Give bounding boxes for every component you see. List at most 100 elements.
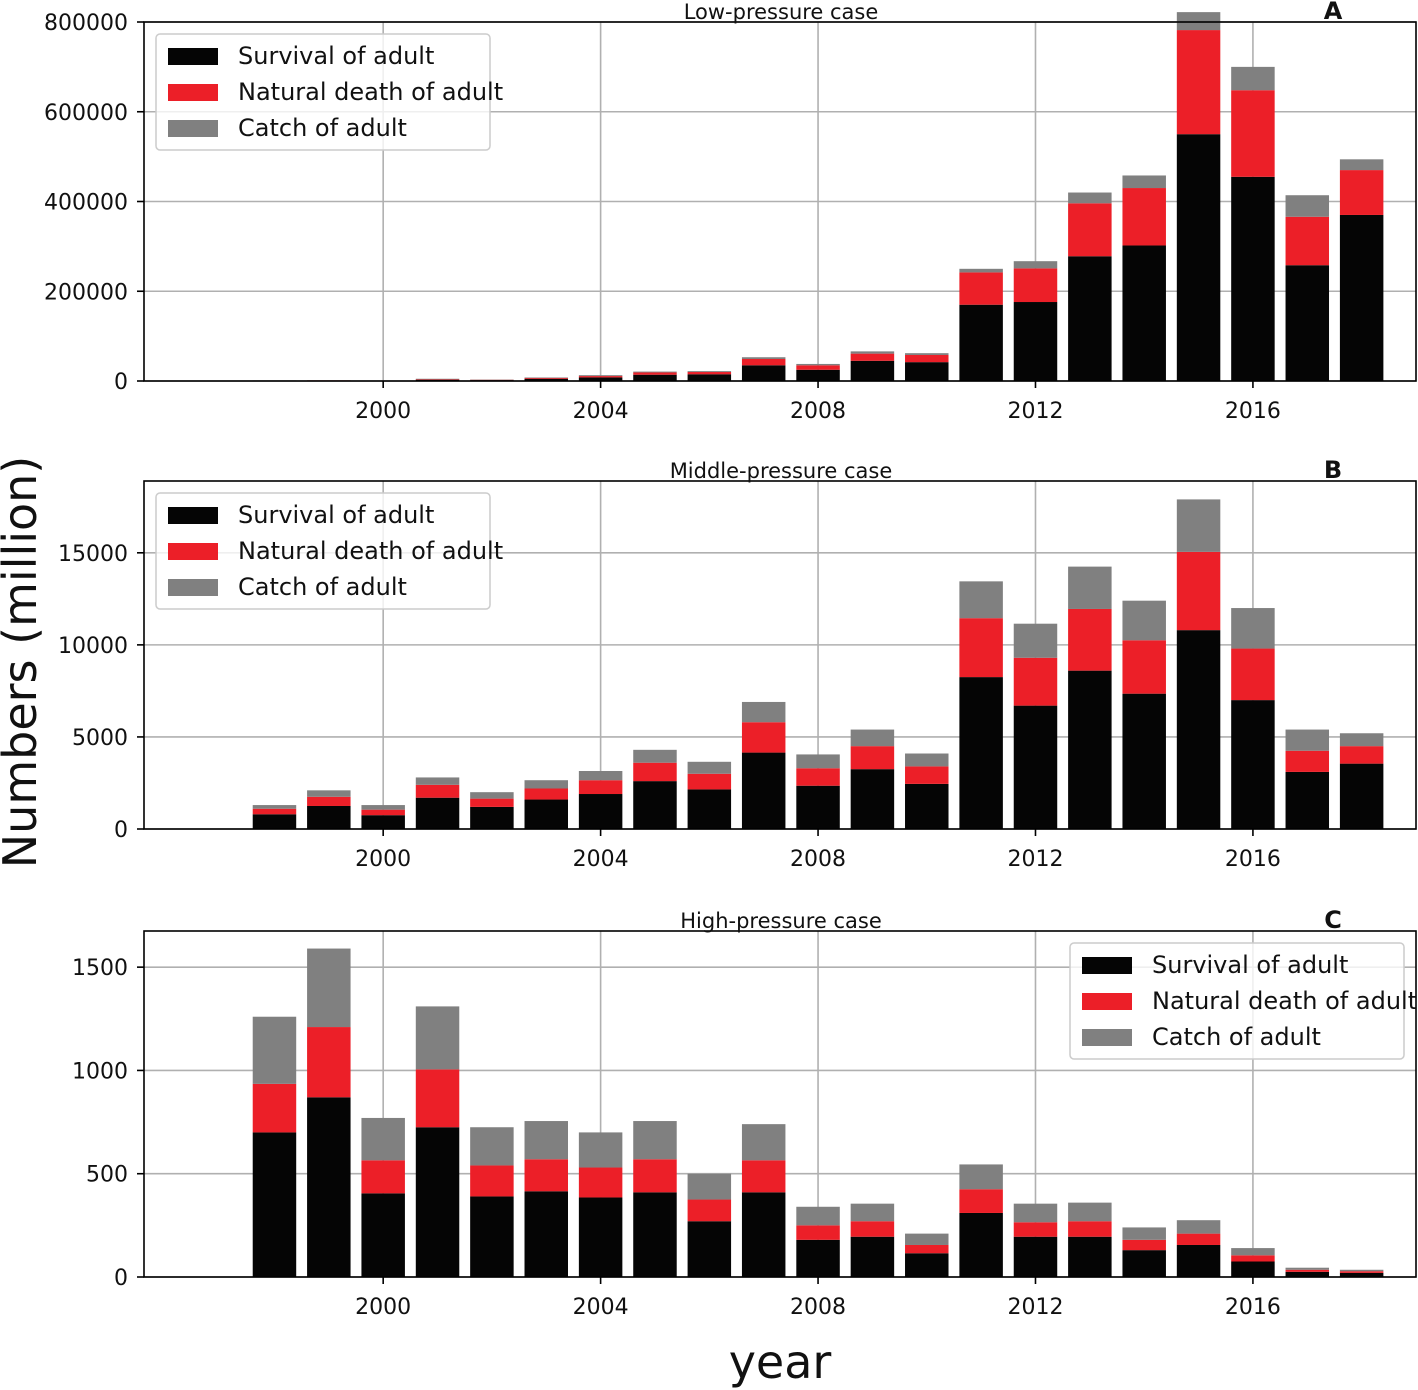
- bar-catch-1998: [252, 1016, 297, 1084]
- bar-survival-2002: [470, 806, 514, 829]
- x-tick-label: 2008: [790, 1295, 846, 1320]
- bar-catch-2006: [687, 761, 732, 774]
- legend-swatch-catch: [168, 579, 218, 596]
- legend-label-natural-death: Natural death of adult: [238, 537, 503, 565]
- panel-title: Middle-pressure case: [670, 459, 893, 483]
- bar-survival-2010: [905, 362, 949, 381]
- bar-natural-death-2008: [796, 768, 840, 786]
- legend-swatch-natural-death: [168, 543, 218, 560]
- legend-box: [155, 492, 491, 610]
- bar-natural-death-2007: [741, 359, 786, 366]
- bar-natural-death-2002: [470, 798, 514, 807]
- bar-natural-death-2007: [741, 1160, 786, 1193]
- bar-survival-2014: [1122, 245, 1166, 381]
- bar-natural-death-2018: [1339, 746, 1384, 764]
- legend: Survival of adult Natural death of adult C…: [155, 492, 503, 610]
- bar-catch-2013: [1068, 566, 1112, 609]
- legend-box: [155, 33, 491, 151]
- bar-catch-2018: [1339, 733, 1384, 747]
- y-tick-label: 800000: [44, 11, 128, 36]
- bar-catch-2011: [959, 581, 1003, 619]
- bar-natural-death-2017: [1285, 216, 1330, 266]
- bar-survival-2017: [1285, 771, 1330, 829]
- bar-catch-2010: [905, 1233, 949, 1245]
- bar-natural-death-2016: [1231, 648, 1275, 701]
- x-tick-label: 2012: [1007, 847, 1063, 872]
- bar-natural-death-2017: [1285, 1269, 1330, 1272]
- figure-y-axis-label: Numbers (million): [0, 456, 47, 869]
- bar-catch-2001: [415, 1006, 460, 1070]
- bar-catch-2012: [1013, 261, 1058, 269]
- bar-catch-2018: [1339, 1269, 1384, 1272]
- bar-catch-2015: [1176, 499, 1221, 552]
- x-tick-label: 2012: [1007, 1295, 1063, 1320]
- bar-survival-2014: [1122, 1250, 1166, 1277]
- bar-catch-2001: [415, 777, 460, 785]
- legend-swatch-survival: [168, 48, 218, 65]
- bar-survival-1998: [252, 814, 297, 829]
- bar-catch-2011: [959, 268, 1003, 273]
- bar-catch-2012: [1013, 1203, 1058, 1223]
- legend-label-survival: Survival of adult: [1152, 951, 1348, 979]
- y-tick-label: 400000: [44, 191, 128, 216]
- bar-catch-2017: [1285, 195, 1330, 217]
- bar-survival-2013: [1068, 1236, 1112, 1277]
- bar-survival-2004: [578, 377, 623, 381]
- bar-catch-2002: [470, 792, 514, 799]
- bar-natural-death-2006: [687, 773, 732, 790]
- bar-catch-2006: [687, 1173, 732, 1200]
- x-tick-label: 2012: [1007, 399, 1063, 424]
- bar-catch-2008: [796, 1206, 840, 1226]
- bar-survival-2011: [959, 1212, 1003, 1277]
- bar-survival-2005: [633, 781, 677, 829]
- bar-natural-death-2009: [850, 746, 895, 770]
- bar-catch-2016: [1231, 608, 1275, 649]
- legend-label-catch: Catch of adult: [238, 573, 407, 601]
- bar-survival-2016: [1231, 1261, 1275, 1277]
- bar-survival-2017: [1285, 1271, 1330, 1277]
- bar-survival-2001: [415, 1127, 460, 1277]
- bar-survival-2015: [1176, 134, 1221, 381]
- plot-frame: [143, 480, 1417, 830]
- x-tick-label: 2004: [573, 847, 629, 872]
- bar-survival-2009: [850, 769, 895, 829]
- bar-catch-2010: [905, 353, 949, 355]
- bar-survival-2003: [524, 378, 568, 381]
- bar-natural-death-2004: [578, 376, 623, 378]
- bar-catch-2011: [959, 1164, 1003, 1190]
- bar-natural-death-2001: [415, 784, 460, 798]
- legend-box: [1069, 942, 1405, 1060]
- bar-natural-death-1998: [252, 1083, 297, 1133]
- bar-survival-2018: [1339, 214, 1384, 381]
- bar-natural-death-2012: [1013, 1222, 1058, 1237]
- x-tick-label: 2004: [573, 1295, 629, 1320]
- legend-label-natural-death: Natural death of adult: [1152, 987, 1417, 1015]
- bar-catch-2010: [905, 753, 949, 767]
- figure-x-axis-label: year: [729, 1335, 832, 1389]
- bar-catch-2003: [524, 780, 568, 789]
- panel-letter: B: [1324, 456, 1342, 484]
- bar-catch-2006: [687, 371, 732, 373]
- bar-survival-2002: [470, 1196, 514, 1277]
- bar-natural-death-2001: [415, 379, 460, 380]
- legend: Survival of adult Natural death of adult C…: [1069, 942, 1417, 1060]
- y-tick-label: 1000: [72, 1059, 128, 1084]
- bar-catch-2017: [1285, 1267, 1330, 1270]
- bar-catch-2015: [1176, 1220, 1221, 1234]
- bar-natural-death-1999: [307, 1027, 351, 1098]
- bar-survival-2018: [1339, 763, 1384, 829]
- bar-survival-2011: [959, 304, 1003, 381]
- bar-catch-2012: [1013, 623, 1058, 658]
- bar-survival-2012: [1013, 705, 1058, 829]
- y-tick-label: 500: [86, 1163, 128, 1188]
- bar-natural-death-2006: [687, 1199, 732, 1222]
- bar-survival-2014: [1122, 693, 1166, 829]
- x-tick-label: 2016: [1225, 847, 1281, 872]
- bar-survival-1998: [252, 1132, 297, 1277]
- legend-label-catch: Catch of adult: [1152, 1023, 1321, 1051]
- bar-catch-2009: [850, 1203, 895, 1222]
- bar-survival-2013: [1068, 670, 1112, 829]
- x-tick-label: 2000: [355, 847, 411, 872]
- bar-survival-2012: [1013, 302, 1058, 381]
- bar-natural-death-2000: [361, 809, 405, 816]
